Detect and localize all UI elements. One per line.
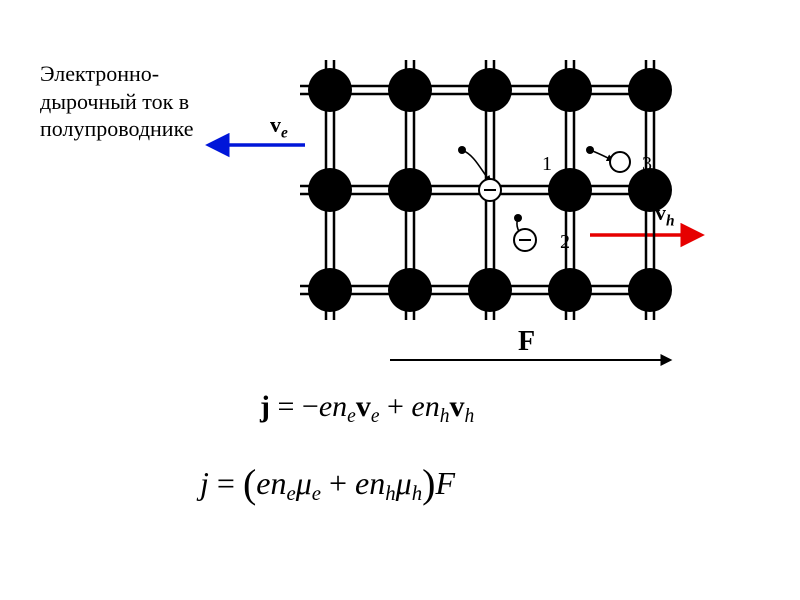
- num-3: 3: [642, 153, 652, 175]
- slide: { "title": { "text": "Электронно-\nдыроч…: [0, 0, 800, 600]
- force-label: F: [518, 326, 535, 357]
- lattice-diagram: 1 2 3 F: [290, 50, 680, 380]
- num-1: 1: [542, 153, 552, 175]
- num-2: 2: [560, 231, 570, 253]
- force-arrow: F: [390, 326, 670, 360]
- equation-1: j = −eneve + enhvh: [260, 390, 474, 428]
- equation-2: j = (eneμe + enhμh)F: [200, 460, 455, 507]
